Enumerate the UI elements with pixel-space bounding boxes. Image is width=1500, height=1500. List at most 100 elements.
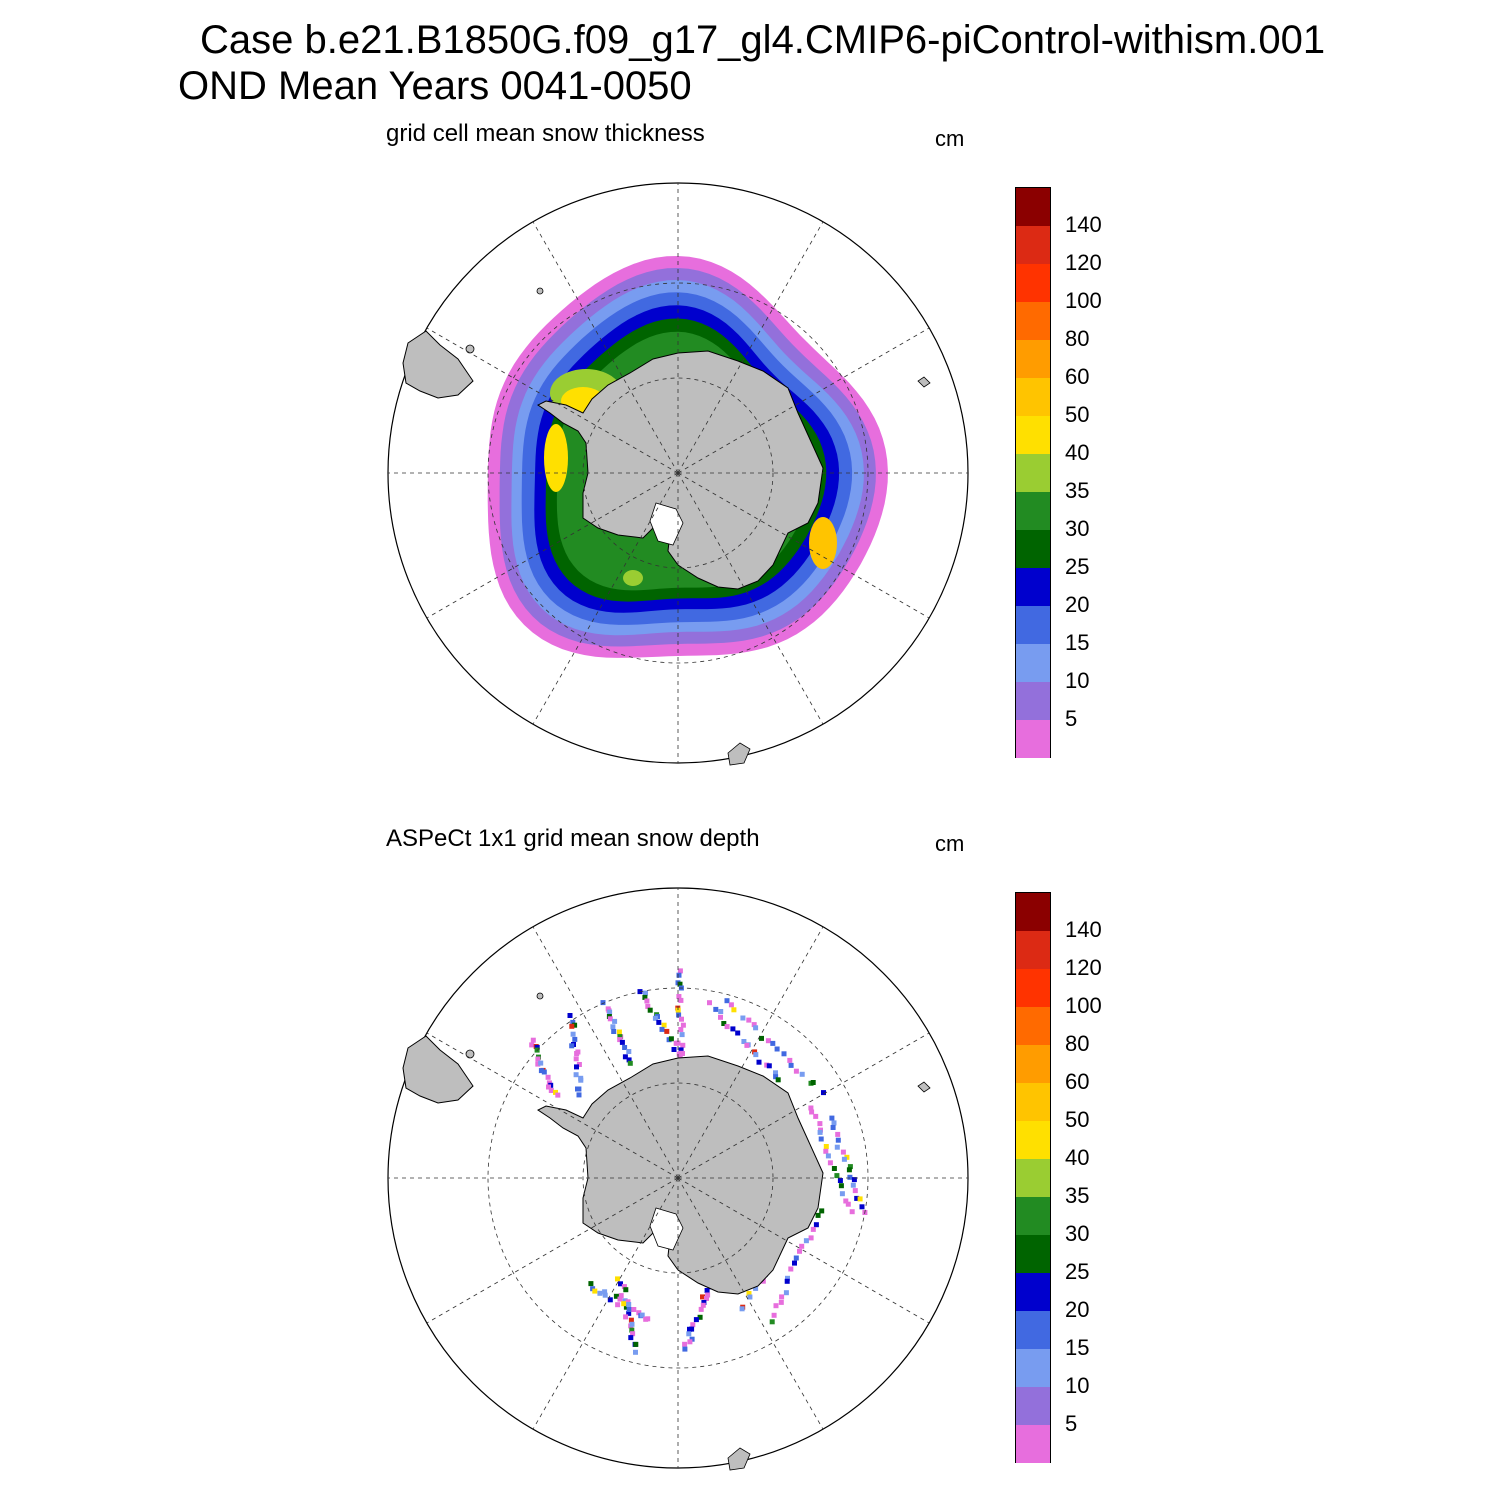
snow-patch-east — [809, 517, 837, 569]
observation-cell — [617, 1037, 623, 1043]
observation-cell — [809, 1109, 815, 1115]
observation-cell — [616, 1029, 622, 1035]
observation-cell — [610, 1024, 616, 1030]
observation-cell — [783, 1290, 789, 1296]
observation-cell — [843, 1198, 849, 1204]
panel-2-colorbar: 5 10 15 20 25 30 35 40 50 60 80 100 120 140 — [1015, 892, 1102, 1463]
south-america-landmass — [402, 1035, 474, 1104]
observation-cell — [808, 1105, 814, 1111]
observation-cell — [607, 1297, 613, 1303]
observation-cell — [746, 1291, 752, 1296]
colorbar-tick-label: 5 — [1065, 706, 1078, 731]
colorbar-box — [1015, 1348, 1051, 1387]
colorbar-box — [1015, 377, 1051, 416]
falklands-island — [465, 344, 475, 354]
observation-cell — [697, 1314, 703, 1320]
colorbar-tick-label: 30 — [1065, 1221, 1090, 1246]
observation-cell — [687, 1339, 693, 1345]
observation-cell — [645, 1316, 651, 1322]
observation-cell — [773, 1303, 779, 1309]
observation-cell — [622, 1054, 628, 1060]
observation-cell — [747, 1294, 753, 1300]
colorbar-box — [1015, 968, 1051, 1007]
observation-cell — [567, 1013, 573, 1018]
observation-cell — [607, 1016, 613, 1022]
colorbar-box — [1015, 529, 1051, 568]
colorbar-box — [1015, 1234, 1051, 1273]
observation-cell — [618, 1281, 623, 1287]
observation-cell — [680, 1051, 685, 1056]
colorbar-tick-label: 40 — [1065, 440, 1090, 465]
observation-cell — [730, 1026, 736, 1032]
observation-cell — [773, 1070, 778, 1076]
observation-cell — [788, 1266, 794, 1272]
observation-cell — [700, 1294, 705, 1300]
observation-cell — [825, 1153, 831, 1159]
observation-cell — [834, 1173, 840, 1179]
panel-2-units: cm — [935, 831, 965, 856]
observation-cell — [735, 1030, 741, 1036]
observation-cell — [678, 1047, 684, 1053]
observation-cell — [612, 1018, 618, 1024]
snow-patch-peninsula — [544, 424, 568, 492]
observation-cell — [680, 1042, 686, 1048]
meridian-line — [677, 221, 824, 474]
observation-cell — [713, 1006, 719, 1012]
observation-cell — [817, 1129, 823, 1135]
observation-cell — [677, 968, 683, 974]
colorbar-tick-label: 140 — [1065, 212, 1102, 237]
panel-1-polar-map — [387, 182, 969, 766]
observation-cell — [573, 1072, 579, 1078]
observation-cell — [686, 1331, 692, 1337]
observation-cell — [859, 1204, 865, 1210]
colorbar-box — [1015, 1082, 1051, 1121]
meridian-line — [677, 472, 930, 619]
observation-cell — [645, 1003, 651, 1009]
observation-cell — [530, 1037, 536, 1043]
observation-cell — [626, 1307, 632, 1312]
observation-cell — [677, 981, 683, 987]
falklands-island — [465, 1049, 475, 1059]
observation-cell — [827, 1160, 833, 1166]
observation-cell — [739, 1306, 745, 1312]
observation-cell — [668, 1036, 674, 1042]
ross-ice-shelf-gap — [649, 1207, 684, 1251]
observation-cell — [574, 1064, 579, 1070]
observation-cell — [570, 1019, 576, 1025]
observation-cell — [602, 1292, 608, 1298]
observation-cell — [819, 1208, 825, 1214]
observation-cell — [831, 1166, 837, 1171]
latitude-circle — [582, 1082, 774, 1274]
south-georgia-island — [536, 287, 544, 295]
colorbar-box — [1015, 1158, 1051, 1197]
meridian-line — [426, 1177, 679, 1324]
observation-cell — [541, 1069, 547, 1075]
observation-cell — [774, 1046, 780, 1052]
observation-cell — [760, 1278, 766, 1284]
observation-cell — [792, 1260, 797, 1266]
observation-cell — [622, 1045, 628, 1050]
colorbar-tick-label: 25 — [1065, 1259, 1090, 1284]
observation-cell — [741, 1039, 747, 1044]
observation-cell — [810, 1080, 816, 1085]
observation-cell — [690, 1322, 696, 1328]
observation-cell — [849, 1209, 855, 1215]
colorbar-tick-label: 20 — [1065, 1297, 1090, 1322]
colorbar-tick-label: 120 — [1065, 250, 1102, 275]
observation-cell — [752, 1049, 758, 1055]
observation-cell — [678, 1027, 684, 1032]
observation-cell — [771, 1312, 777, 1318]
observation-cell — [628, 1317, 634, 1323]
observation-cell — [656, 1019, 662, 1025]
observation-cell — [618, 1293, 624, 1299]
observation-cell — [619, 1039, 625, 1045]
colorbar-tick-label: 15 — [1065, 630, 1090, 655]
panel-1-title: grid cell mean snow thickness — [386, 120, 705, 147]
latitude-circle — [487, 282, 869, 664]
observation-cell — [627, 1060, 633, 1066]
observation-cell — [781, 1051, 787, 1057]
observation-cell — [529, 1042, 535, 1048]
colorbar-box — [1015, 681, 1051, 720]
observation-cell — [573, 1056, 579, 1062]
observation-cell — [852, 1188, 858, 1194]
